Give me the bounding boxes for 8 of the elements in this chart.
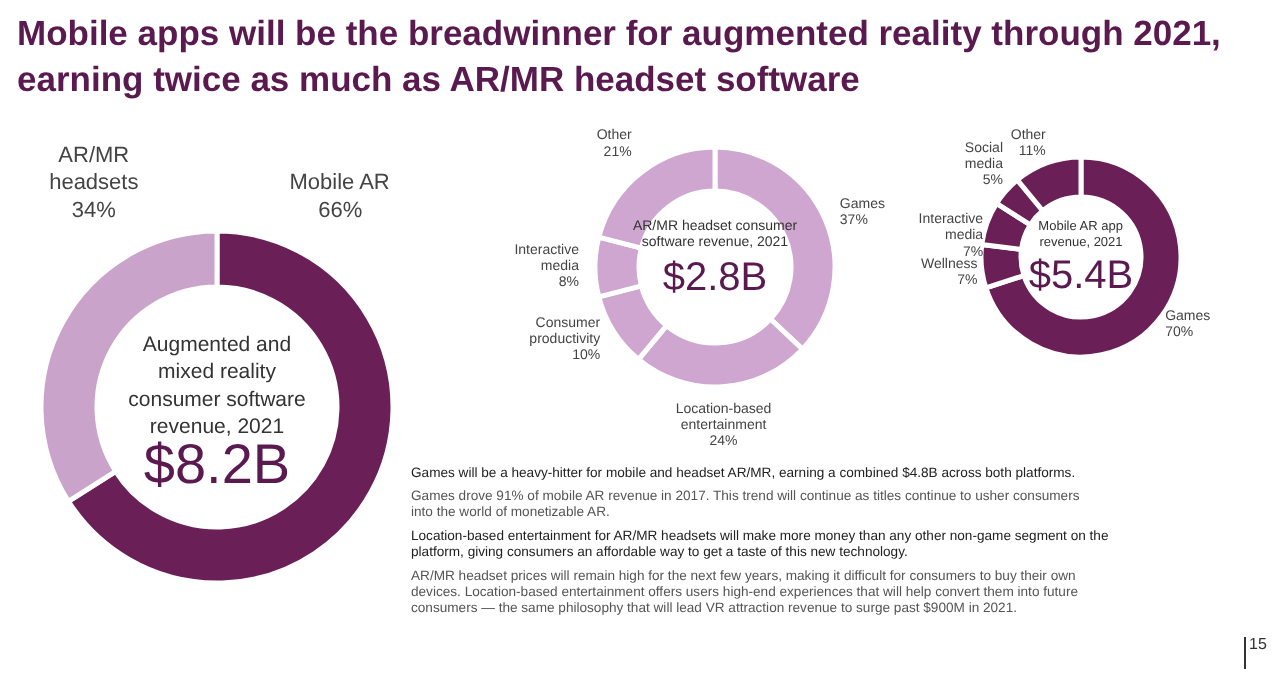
slice-label: AR/MR headsets	[49, 143, 140, 196]
text: $2.8B	[662, 256, 768, 301]
slice-label: Mobile AR	[289, 171, 390, 196]
text: Mobile apps will be the breadwinner for augmented reality through 2021, earning twice as much as AR/MR headset software	[17, 13, 1221, 99]
text: 15	[1249, 635, 1268, 653]
text: $5.4B	[1028, 253, 1134, 298]
data-label: 66%	[318, 199, 363, 223]
data-label: 34%	[71, 199, 117, 223]
